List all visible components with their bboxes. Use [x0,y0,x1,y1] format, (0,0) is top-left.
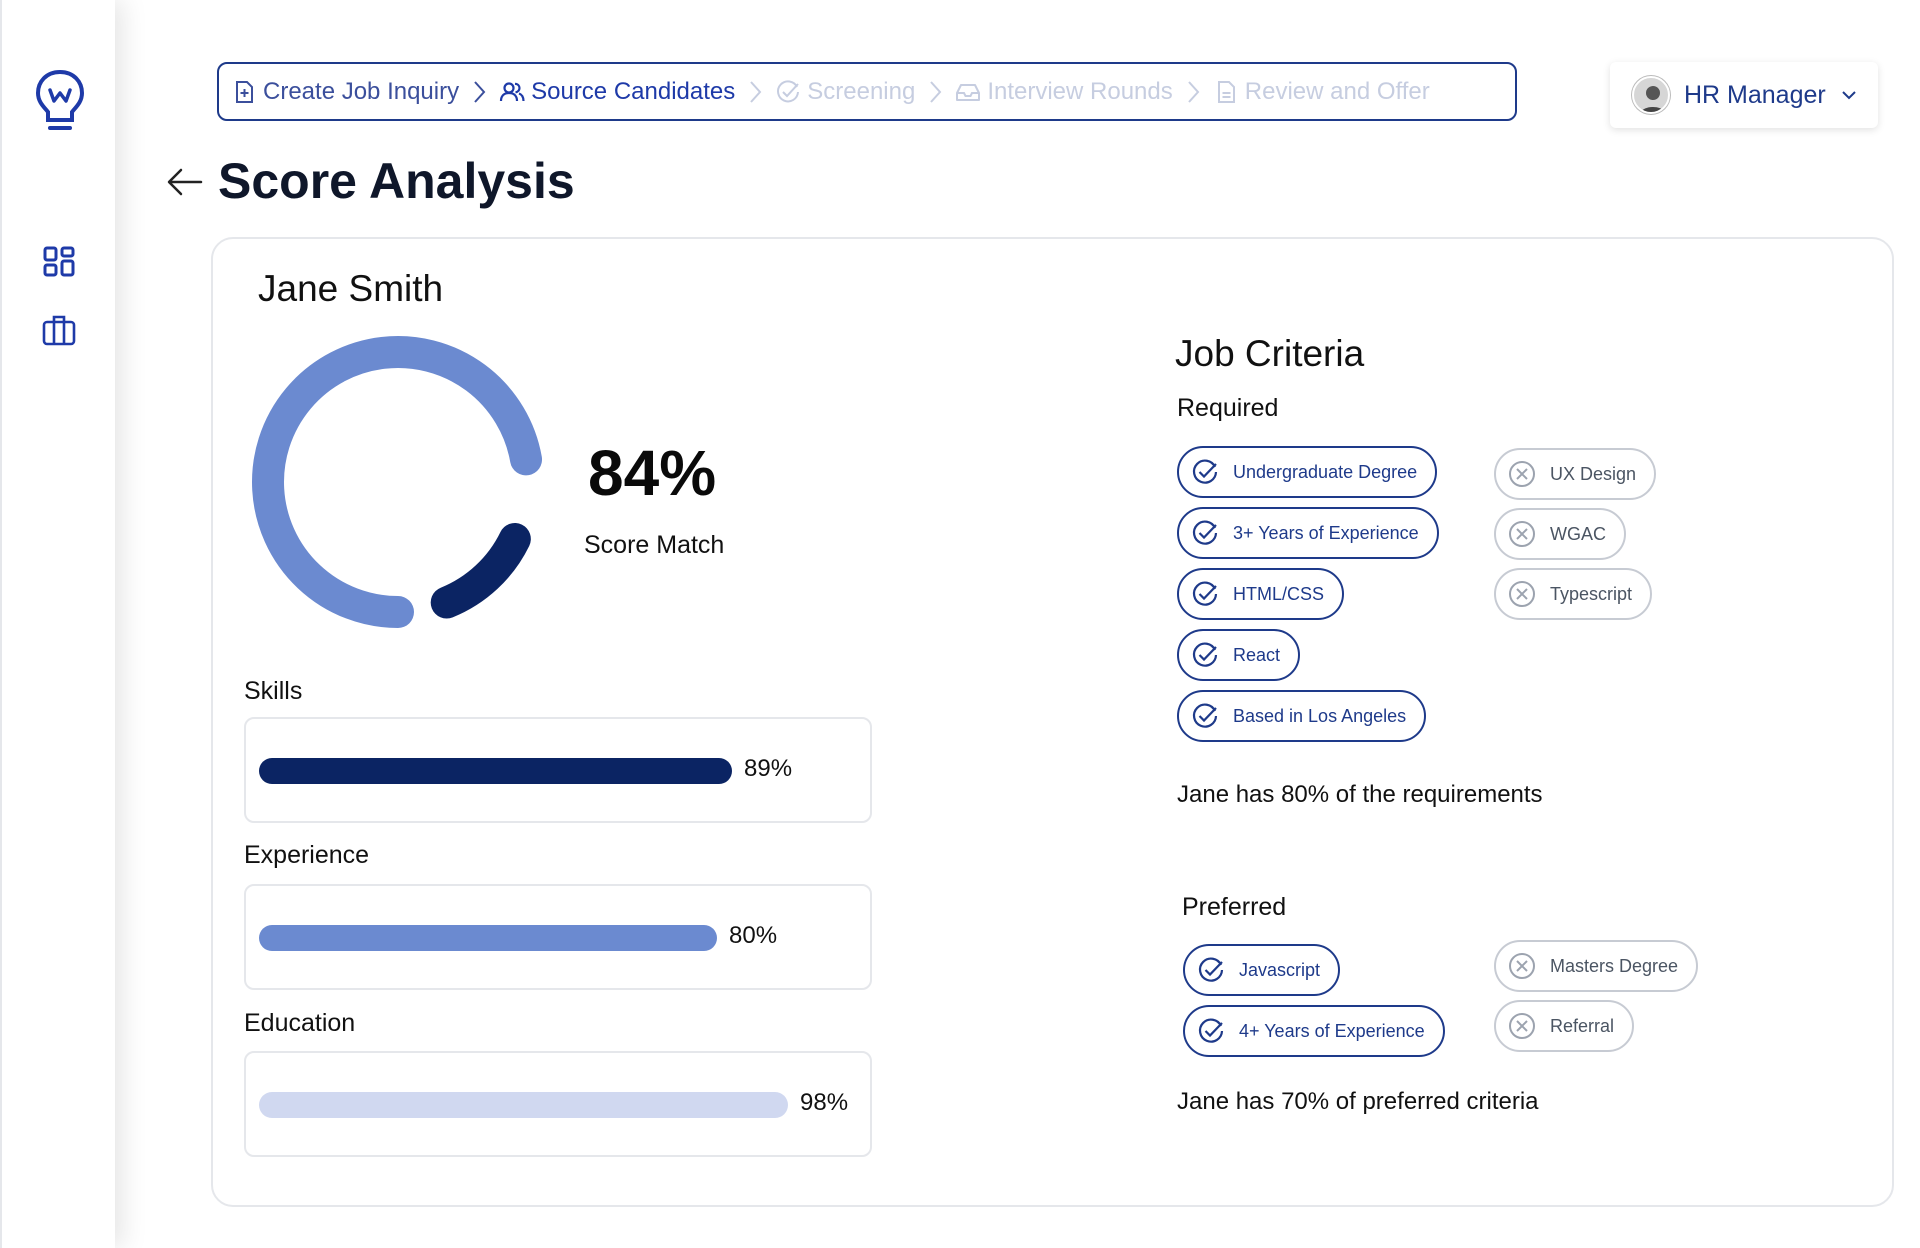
check-circle-icon [777,79,800,102]
step-create-job-inquiry[interactable]: Create Job Inquiry [231,78,459,106]
document-icon [1217,80,1235,103]
required-summary: Jane has 80% of the requirements [1177,781,1543,808]
check-circle-icon [1192,581,1218,606]
check-circle-icon [1192,459,1218,484]
skills-value: 89% [744,755,793,782]
breadcrumb: Create Job Inquiry Source Candidates Scr… [217,62,1517,121]
x-circle-icon [1509,953,1535,979]
user-name: HR Manager [1684,80,1826,109]
inbox-icon [956,83,981,101]
required-label: Required [1177,394,1279,422]
experience-label: Experience [244,841,370,869]
education-value: 98% [800,1089,849,1116]
gauge-arc-dark [430,522,531,619]
skills-bar [259,758,732,784]
chip-label: Javascript [1239,959,1321,980]
x-circle-icon [1509,461,1535,487]
criteria-chip-met[interactable]: Javascript [1183,944,1341,996]
score-label: Score Match [584,531,725,559]
user-menu[interactable]: HR Manager [1610,62,1878,128]
chevron-right-icon [750,80,762,103]
skills-label: Skills [244,677,303,705]
dashboard-grid-icon[interactable] [42,245,76,279]
page-title: Score Analysis [218,153,575,209]
chip-label: UX Design [1550,463,1637,484]
chip-label: Referral [1550,1015,1615,1036]
criteria-chip-met[interactable]: HTML/CSS [1177,568,1345,620]
experience-bar-box: 80% [244,884,872,990]
chip-label: Based in Los Angeles [1233,705,1407,726]
step-interview-rounds[interactable]: Interview Rounds [955,77,1173,106]
check-circle-icon [1198,957,1224,982]
education-bar-box: 98% [244,1051,872,1157]
chip-label: 4+ Years of Experience [1239,1020,1425,1041]
education-label: Education [244,1009,356,1037]
chevron-right-icon [1188,80,1200,103]
chevron-right-icon [930,80,942,103]
step-label: Screening [807,77,916,105]
avatar [1632,76,1670,114]
step-screening[interactable]: Screening [775,78,915,106]
users-icon [500,81,525,101]
gauge-arc-light [252,336,543,628]
chip-label: Typescript [1550,583,1633,604]
education-bar [259,1092,788,1118]
criteria-chip-unmet[interactable]: Typescript [1494,568,1653,620]
chevron-right-icon [474,80,486,103]
chip-label: React [1233,644,1281,665]
chip-label: Masters Degree [1550,955,1679,976]
chip-label: Undergraduate Degree [1233,461,1418,482]
check-circle-icon [1192,642,1218,667]
step-label: Review and Offer [1244,77,1430,105]
file-plus-icon [236,80,253,103]
criteria-chip-met[interactable]: Undergraduate Degree [1177,446,1438,498]
step-source-candidates[interactable]: Source Candidates [499,78,735,106]
briefcase-icon[interactable] [42,313,76,347]
step-label: Source Candidates [531,77,736,105]
skills-bar-box: 89% [244,717,872,823]
x-circle-icon [1509,581,1535,607]
criteria-chip-unmet[interactable]: WGAC [1494,508,1626,560]
step-review-and-offer[interactable]: Review and Offer [1213,78,1430,106]
criteria-chip-met[interactable]: 3+ Years of Experience [1177,507,1439,559]
chip-label: HTML/CSS [1233,583,1325,604]
criteria-chip-unmet[interactable]: Referral [1494,1000,1635,1052]
step-label: Interview Rounds [987,77,1173,105]
check-circle-icon [1192,520,1218,545]
chip-label: WGAC [1550,523,1606,544]
candidate-name: Jane Smith [258,268,444,309]
lightbulb-logo-icon[interactable] [33,68,87,134]
x-circle-icon [1509,521,1535,547]
preferred-label: Preferred [1182,893,1287,921]
criteria-chip-met[interactable]: Based in Los Angeles [1177,690,1427,742]
score-gauge [252,336,543,628]
check-circle-icon [1198,1018,1224,1043]
user-photo-icon [1640,86,1666,112]
back-arrow-icon[interactable] [165,162,205,202]
job-criteria-title: Job Criteria [1175,333,1365,374]
experience-value: 80% [729,922,778,949]
criteria-chip-met[interactable]: 4+ Years of Experience [1183,1005,1445,1057]
criteria-chip-unmet[interactable]: Masters Degree [1494,940,1699,992]
check-circle-icon [1192,703,1218,728]
preferred-summary: Jane has 70% of preferred criteria [1177,1088,1539,1115]
step-label: Create Job Inquiry [263,77,460,105]
criteria-chip-met[interactable]: React [1177,629,1301,681]
experience-bar [259,925,717,951]
score-value: 84% [588,437,717,509]
chevron-down-icon [1842,91,1856,100]
x-circle-icon [1509,1013,1535,1039]
chip-label: 3+ Years of Experience [1233,522,1419,543]
criteria-chip-unmet[interactable]: UX Design [1494,448,1657,500]
sidebar [0,0,115,1248]
